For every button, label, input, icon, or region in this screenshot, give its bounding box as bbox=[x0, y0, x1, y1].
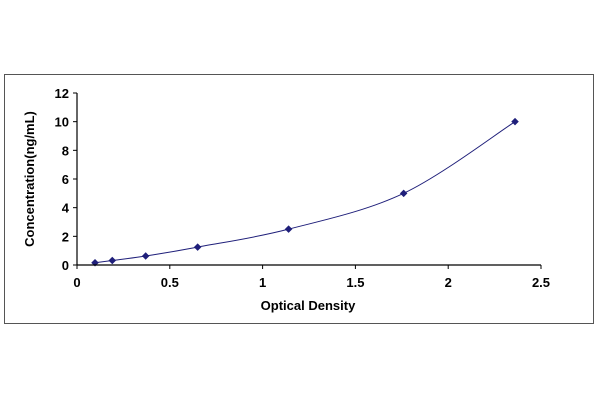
x-tick-label: 0.5 bbox=[161, 275, 179, 290]
data-point bbox=[193, 243, 202, 251]
y-tick-label: 4 bbox=[62, 201, 70, 216]
y-tick-label: 8 bbox=[62, 143, 69, 158]
x-tick-label: 0 bbox=[73, 275, 80, 290]
fit-curve bbox=[94, 121, 516, 264]
data-point bbox=[399, 189, 408, 198]
x-axis-title: Optical Density bbox=[261, 298, 356, 313]
x-tick-label: 2.5 bbox=[532, 275, 550, 290]
x-axis-ticks: 0 0.5 1 1.5 2 2.5 bbox=[73, 265, 550, 290]
data-point bbox=[108, 256, 117, 265]
y-tick-label: 0 bbox=[62, 258, 69, 273]
x-tick-label: 2 bbox=[445, 275, 452, 290]
x-tick-label: 1 bbox=[259, 275, 266, 290]
y-axis-title: Concentration(ng/mL) bbox=[22, 111, 37, 247]
data-point bbox=[284, 225, 293, 233]
y-tick-label: 2 bbox=[62, 229, 69, 244]
y-tick-label: 6 bbox=[62, 172, 69, 187]
fit-curve-layer bbox=[94, 121, 516, 264]
x-tick-label: 1.5 bbox=[346, 275, 364, 290]
y-tick-label: 12 bbox=[55, 86, 69, 101]
chart-frame bbox=[4, 74, 594, 324]
data-point bbox=[511, 117, 519, 126]
y-axis-ticks: 0 2 4 6 8 10 12 bbox=[55, 86, 77, 273]
data-point bbox=[91, 258, 99, 267]
data-points-layer bbox=[91, 117, 519, 267]
y-tick-label: 10 bbox=[55, 115, 69, 130]
data-point bbox=[141, 252, 150, 260]
